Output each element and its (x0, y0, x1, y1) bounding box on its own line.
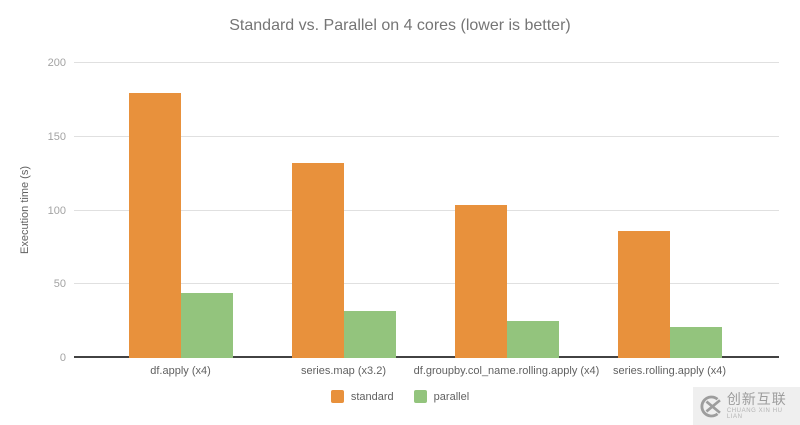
bar-group: df.apply (x4) (99, 63, 262, 377)
standard-bar (128, 92, 181, 358)
legend-item-parallel: parallel (413, 390, 470, 403)
watermark: 创新互联 CHUANG XIN HU LIAN (693, 387, 800, 425)
parallel-bar (669, 327, 722, 358)
parallel-bar (343, 310, 396, 358)
y-tick-label: 50 (53, 278, 66, 291)
y-tick-label: 150 (47, 130, 66, 143)
legend-item-standard: standard (330, 390, 394, 403)
y-tick-label: 0 (59, 352, 66, 364)
parallel-bar (506, 321, 559, 358)
category-label: series.rolling.apply (x4) (612, 365, 727, 377)
watermark-name-zh: 创新互联 (726, 391, 787, 407)
gridline (74, 209, 779, 211)
standard-bar (617, 231, 670, 358)
bar-group: df.groupby.col_name.rolling.apply (x4) (414, 63, 599, 377)
legend-label-parallel: parallel (433, 390, 470, 403)
category-label: series.map (x3.2) (301, 365, 386, 377)
gridline (74, 135, 779, 137)
standard-swatch-icon (330, 390, 344, 403)
plot-area: df.apply (x4) series.map (x3.2) df.groupby… (74, 62, 779, 377)
standard-bar (454, 204, 507, 358)
gridline (74, 283, 779, 285)
category-label: df.groupby.col_name.rolling.apply (x4) (413, 365, 600, 377)
category-label: df.apply (x4) (150, 365, 211, 377)
watermark-name-en: CHUANG XIN HU LIAN (726, 408, 783, 420)
y-tick-label: 100 (47, 204, 66, 217)
watermark-text: 创新互联 CHUANG XIN HU LIAN (727, 392, 800, 420)
bar-groups: df.apply (x4) series.map (x3.2) df.groupby… (99, 63, 751, 377)
parallel-bar (180, 293, 233, 358)
y-axis-tick-labels: 0 50 100 150 200 (0, 57, 66, 364)
legend-label-standard: standard (350, 390, 394, 403)
chart-title: Standard vs. Parallel on 4 cores (lower … (229, 17, 571, 34)
standard-bar (291, 163, 344, 358)
bar-group: series.rolling.apply (x4) (588, 63, 751, 377)
watermark-logo-icon (700, 395, 721, 417)
gridline (74, 62, 779, 63)
parallel-swatch-icon (413, 390, 427, 403)
x-axis-line (74, 356, 779, 358)
legend: standard parallel (0, 390, 800, 403)
bar-group: series.map (x3.2) (262, 63, 425, 377)
y-tick-label: 200 (47, 57, 66, 69)
